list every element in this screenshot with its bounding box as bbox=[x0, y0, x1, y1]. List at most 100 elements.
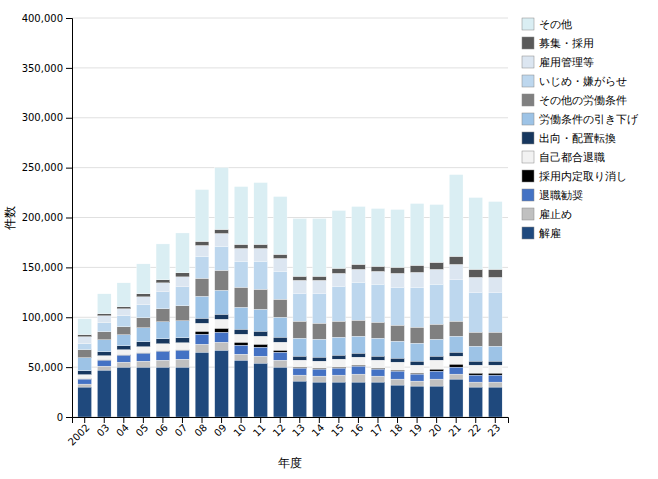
bar-segment bbox=[176, 343, 190, 350]
legend-swatch bbox=[522, 113, 534, 125]
bar-segment bbox=[332, 286, 346, 321]
y-tick: 0 bbox=[57, 412, 72, 423]
bar-segment bbox=[156, 344, 170, 351]
x-tick-label: 15 bbox=[329, 422, 346, 439]
bar-segment bbox=[273, 350, 287, 352]
x-tick: 06 bbox=[153, 417, 170, 439]
bar-segment bbox=[293, 338, 307, 356]
legend-swatch bbox=[522, 208, 534, 220]
bar-segment bbox=[430, 205, 444, 263]
bar-segment bbox=[352, 269, 366, 282]
bar-segment bbox=[78, 387, 92, 417]
bar-segment bbox=[391, 371, 405, 379]
legend-item: いじめ・嫌がらせ bbox=[522, 75, 627, 87]
x-tick-mark bbox=[358, 417, 359, 423]
y-tick-mark bbox=[66, 267, 72, 268]
x-tick: 05 bbox=[134, 417, 151, 439]
bar-segment bbox=[391, 210, 405, 268]
x-axis-line bbox=[73, 418, 509, 424]
bar-segment bbox=[391, 325, 405, 341]
bar-segment bbox=[176, 306, 190, 321]
bar-segment bbox=[78, 358, 92, 371]
bar-segment bbox=[215, 168, 229, 230]
y-tick-label: 400,000 bbox=[22, 13, 63, 24]
bar-segment bbox=[137, 328, 151, 342]
x-tick: 23 bbox=[486, 417, 503, 439]
bar-segment bbox=[293, 381, 307, 417]
grid bbox=[72, 18, 508, 417]
legend-swatch bbox=[522, 18, 534, 30]
bar-segment bbox=[352, 382, 366, 417]
bar-segment bbox=[97, 360, 111, 366]
y-tick-label: 250,000 bbox=[22, 162, 63, 173]
bar-segment bbox=[176, 359, 190, 367]
x-tick-mark bbox=[84, 417, 85, 423]
bar-segment bbox=[254, 289, 268, 309]
bar-segment bbox=[195, 241, 209, 245]
x-tick-label: 21 bbox=[446, 422, 463, 439]
y-tick-mark bbox=[66, 168, 72, 169]
x-tick: 19 bbox=[407, 417, 424, 439]
bar-segment bbox=[449, 264, 463, 279]
bar-segment bbox=[97, 370, 111, 417]
x-tick: 12 bbox=[271, 417, 288, 439]
bar-segment bbox=[332, 355, 346, 359]
bar-segment bbox=[195, 331, 209, 334]
bar-segment bbox=[234, 248, 248, 261]
x-tick-label: 22 bbox=[466, 422, 483, 439]
bar-segment bbox=[410, 287, 424, 327]
bar-segment bbox=[117, 283, 131, 307]
bars bbox=[78, 168, 502, 417]
bar-segment bbox=[312, 293, 326, 323]
bar-segment bbox=[449, 374, 463, 379]
x-tick-mark bbox=[319, 417, 320, 423]
bar-segment bbox=[488, 292, 502, 332]
x-tick: 21 bbox=[446, 417, 463, 439]
bar-segment bbox=[97, 366, 111, 370]
y-tick: 200,000 bbox=[22, 212, 72, 223]
bar-segment bbox=[195, 334, 209, 344]
x-axis: 2002030405060708091011121314151617181920… bbox=[66, 417, 508, 448]
bar-segment bbox=[352, 320, 366, 336]
bar-segment bbox=[234, 261, 248, 287]
grid-line bbox=[72, 117, 508, 118]
bar-segment bbox=[137, 264, 151, 294]
bar-segment bbox=[430, 386, 444, 417]
x-tick-label: 16 bbox=[349, 422, 366, 439]
bar-segment bbox=[391, 267, 405, 273]
bar-segment bbox=[156, 280, 170, 283]
bar-segment bbox=[117, 362, 131, 367]
bar-segment bbox=[254, 336, 268, 344]
bar-segment bbox=[273, 317, 287, 337]
bar-segment bbox=[371, 271, 385, 284]
bar-segment bbox=[332, 321, 346, 337]
bar-series bbox=[78, 319, 502, 378]
x-tick: 22 bbox=[466, 417, 483, 439]
bar-segment bbox=[117, 335, 131, 346]
bar-segment bbox=[97, 332, 111, 340]
legend-label: 雇用管理等 bbox=[539, 56, 594, 68]
bar-segment bbox=[430, 360, 444, 369]
bar-segment bbox=[410, 327, 424, 343]
grid-line bbox=[72, 167, 508, 168]
bar-segment bbox=[97, 294, 111, 314]
x-tick-mark bbox=[280, 417, 281, 423]
bar-segment bbox=[117, 350, 131, 355]
bar-segment bbox=[371, 369, 385, 376]
bar-segment bbox=[176, 350, 190, 359]
bar-segment bbox=[156, 244, 170, 280]
x-tick-label: 20 bbox=[427, 422, 444, 439]
x-tick: 09 bbox=[212, 417, 229, 439]
grid-line bbox=[72, 67, 508, 68]
y-tick: 350,000 bbox=[22, 63, 72, 74]
bar-segment bbox=[312, 382, 326, 417]
bar-segment bbox=[488, 375, 502, 382]
bar-segment bbox=[215, 350, 229, 417]
bar-segment bbox=[215, 314, 229, 319]
x-tick-mark bbox=[436, 417, 437, 423]
bar-segment bbox=[137, 342, 151, 347]
bar-segment bbox=[352, 353, 366, 357]
bar-segment bbox=[469, 346, 483, 361]
bar-segment bbox=[273, 342, 287, 350]
bar-segment bbox=[410, 361, 424, 365]
